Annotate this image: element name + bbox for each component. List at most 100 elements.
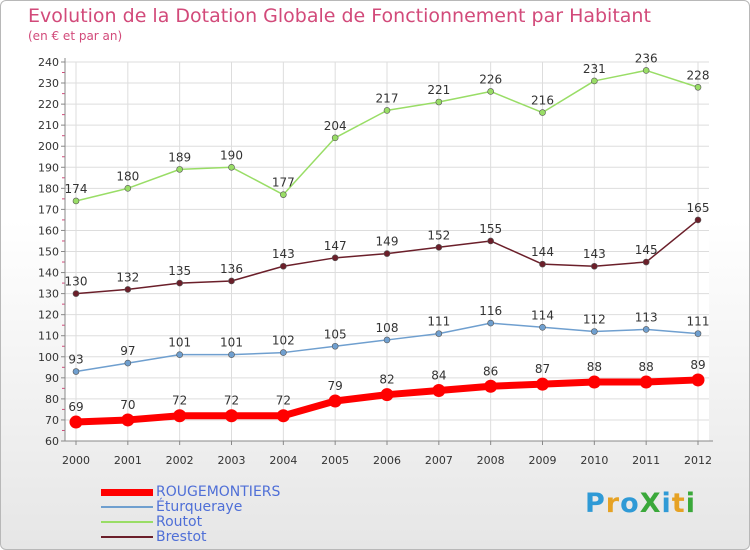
data-label: 155 (479, 222, 502, 236)
data-label: 147 (324, 239, 347, 253)
data-point (331, 134, 339, 142)
data-point (72, 368, 80, 375)
y-tick-label: 220 (38, 98, 59, 111)
data-label: 204 (324, 119, 347, 133)
data-label: 86 (483, 364, 498, 378)
data-point (176, 166, 183, 173)
data-label: 152 (427, 228, 450, 242)
data-point (639, 375, 653, 389)
data-point (72, 290, 80, 297)
y-tick-label: 90 (45, 372, 59, 385)
y-tick-label: 180 (38, 182, 59, 195)
data-label: 216 (531, 94, 554, 108)
data-label: 180 (116, 169, 139, 183)
data-point (72, 197, 80, 205)
x-tick-label: 2008 (477, 454, 505, 467)
data-point (280, 349, 287, 356)
data-point (591, 262, 598, 270)
data-label: 145 (635, 243, 658, 257)
legend-label: Éturqueraye (156, 499, 243, 515)
data-point (484, 379, 498, 393)
data-label: 87 (535, 362, 550, 376)
data-label: 101 (168, 336, 191, 350)
y-tick-label: 160 (38, 224, 59, 237)
data-label: 228 (687, 68, 710, 82)
data-point (694, 83, 702, 91)
y-tick-label: 140 (38, 267, 59, 280)
x-tick-label: 2000 (62, 454, 90, 467)
data-label: 102 (272, 334, 295, 348)
legend-swatch (101, 521, 153, 523)
data-point (69, 415, 83, 429)
data-point (694, 330, 702, 337)
y-tick-label: 150 (38, 246, 59, 259)
data-label: 132 (116, 270, 139, 284)
data-label: 165 (687, 201, 710, 215)
y-tick-label: 170 (38, 203, 59, 216)
data-label: 72 (224, 394, 239, 408)
data-point (487, 237, 494, 245)
data-point (280, 262, 287, 270)
logo-letter: i (685, 488, 696, 519)
data-label: 84 (431, 368, 446, 382)
data-point (487, 319, 494, 327)
y-tick-label: 100 (38, 351, 59, 364)
data-label: 221 (427, 83, 450, 97)
data-point (228, 163, 235, 171)
data-label: 149 (376, 235, 399, 249)
data-label: 69 (68, 400, 83, 414)
y-tick-label: 60 (45, 435, 59, 448)
data-label: 82 (379, 373, 394, 387)
data-label: 236 (635, 51, 658, 65)
data-point (539, 323, 546, 331)
data-label: 144 (531, 245, 554, 259)
y-tick-label: 240 (38, 56, 59, 69)
data-point (331, 254, 339, 262)
logo-letter: o (620, 488, 640, 519)
data-point (176, 351, 183, 358)
data-point (536, 377, 549, 391)
data-label: 101 (220, 336, 243, 350)
data-label: 113 (635, 310, 658, 324)
data-label: 177 (272, 176, 295, 190)
chart-title: Evolution de la Dotation Globale de Fonc… (28, 5, 651, 27)
x-tick-label: 2002 (166, 454, 194, 467)
y-tick-label: 110 (38, 330, 59, 343)
data-point (228, 351, 235, 358)
x-tick-label: 2004 (269, 454, 297, 467)
data-point (694, 216, 702, 224)
x-tick-label: 2011 (632, 454, 660, 467)
x-tick-label: 2003 (218, 454, 246, 467)
data-label: 70 (120, 398, 135, 412)
legend-swatch (101, 536, 153, 538)
data-point (642, 326, 650, 333)
data-label: 231 (583, 62, 606, 76)
data-label: 189 (168, 150, 191, 164)
data-label: 72 (276, 394, 291, 408)
data-point (124, 286, 132, 293)
proxiti-logo: ProXiti (585, 488, 696, 519)
y-tick-label: 70 (45, 414, 59, 427)
data-label: 111 (687, 315, 710, 329)
data-point (539, 109, 546, 116)
data-point (124, 185, 132, 192)
data-label: 143 (583, 247, 606, 261)
data-point (383, 107, 391, 114)
logo-letter: X (639, 488, 662, 519)
legend-label: Brestot (156, 529, 207, 545)
data-point (435, 330, 443, 337)
data-label: 72 (172, 394, 187, 408)
data-label: 88 (639, 360, 654, 374)
data-point (642, 67, 650, 74)
x-tick-label: 2007 (425, 454, 453, 467)
data-point (435, 98, 443, 106)
data-label: 217 (376, 91, 399, 105)
data-label: 116 (479, 304, 502, 318)
data-point (642, 258, 650, 266)
data-point (380, 388, 394, 402)
data-point (587, 375, 601, 389)
data-point (124, 359, 132, 367)
y-tick-label: 130 (38, 288, 59, 301)
